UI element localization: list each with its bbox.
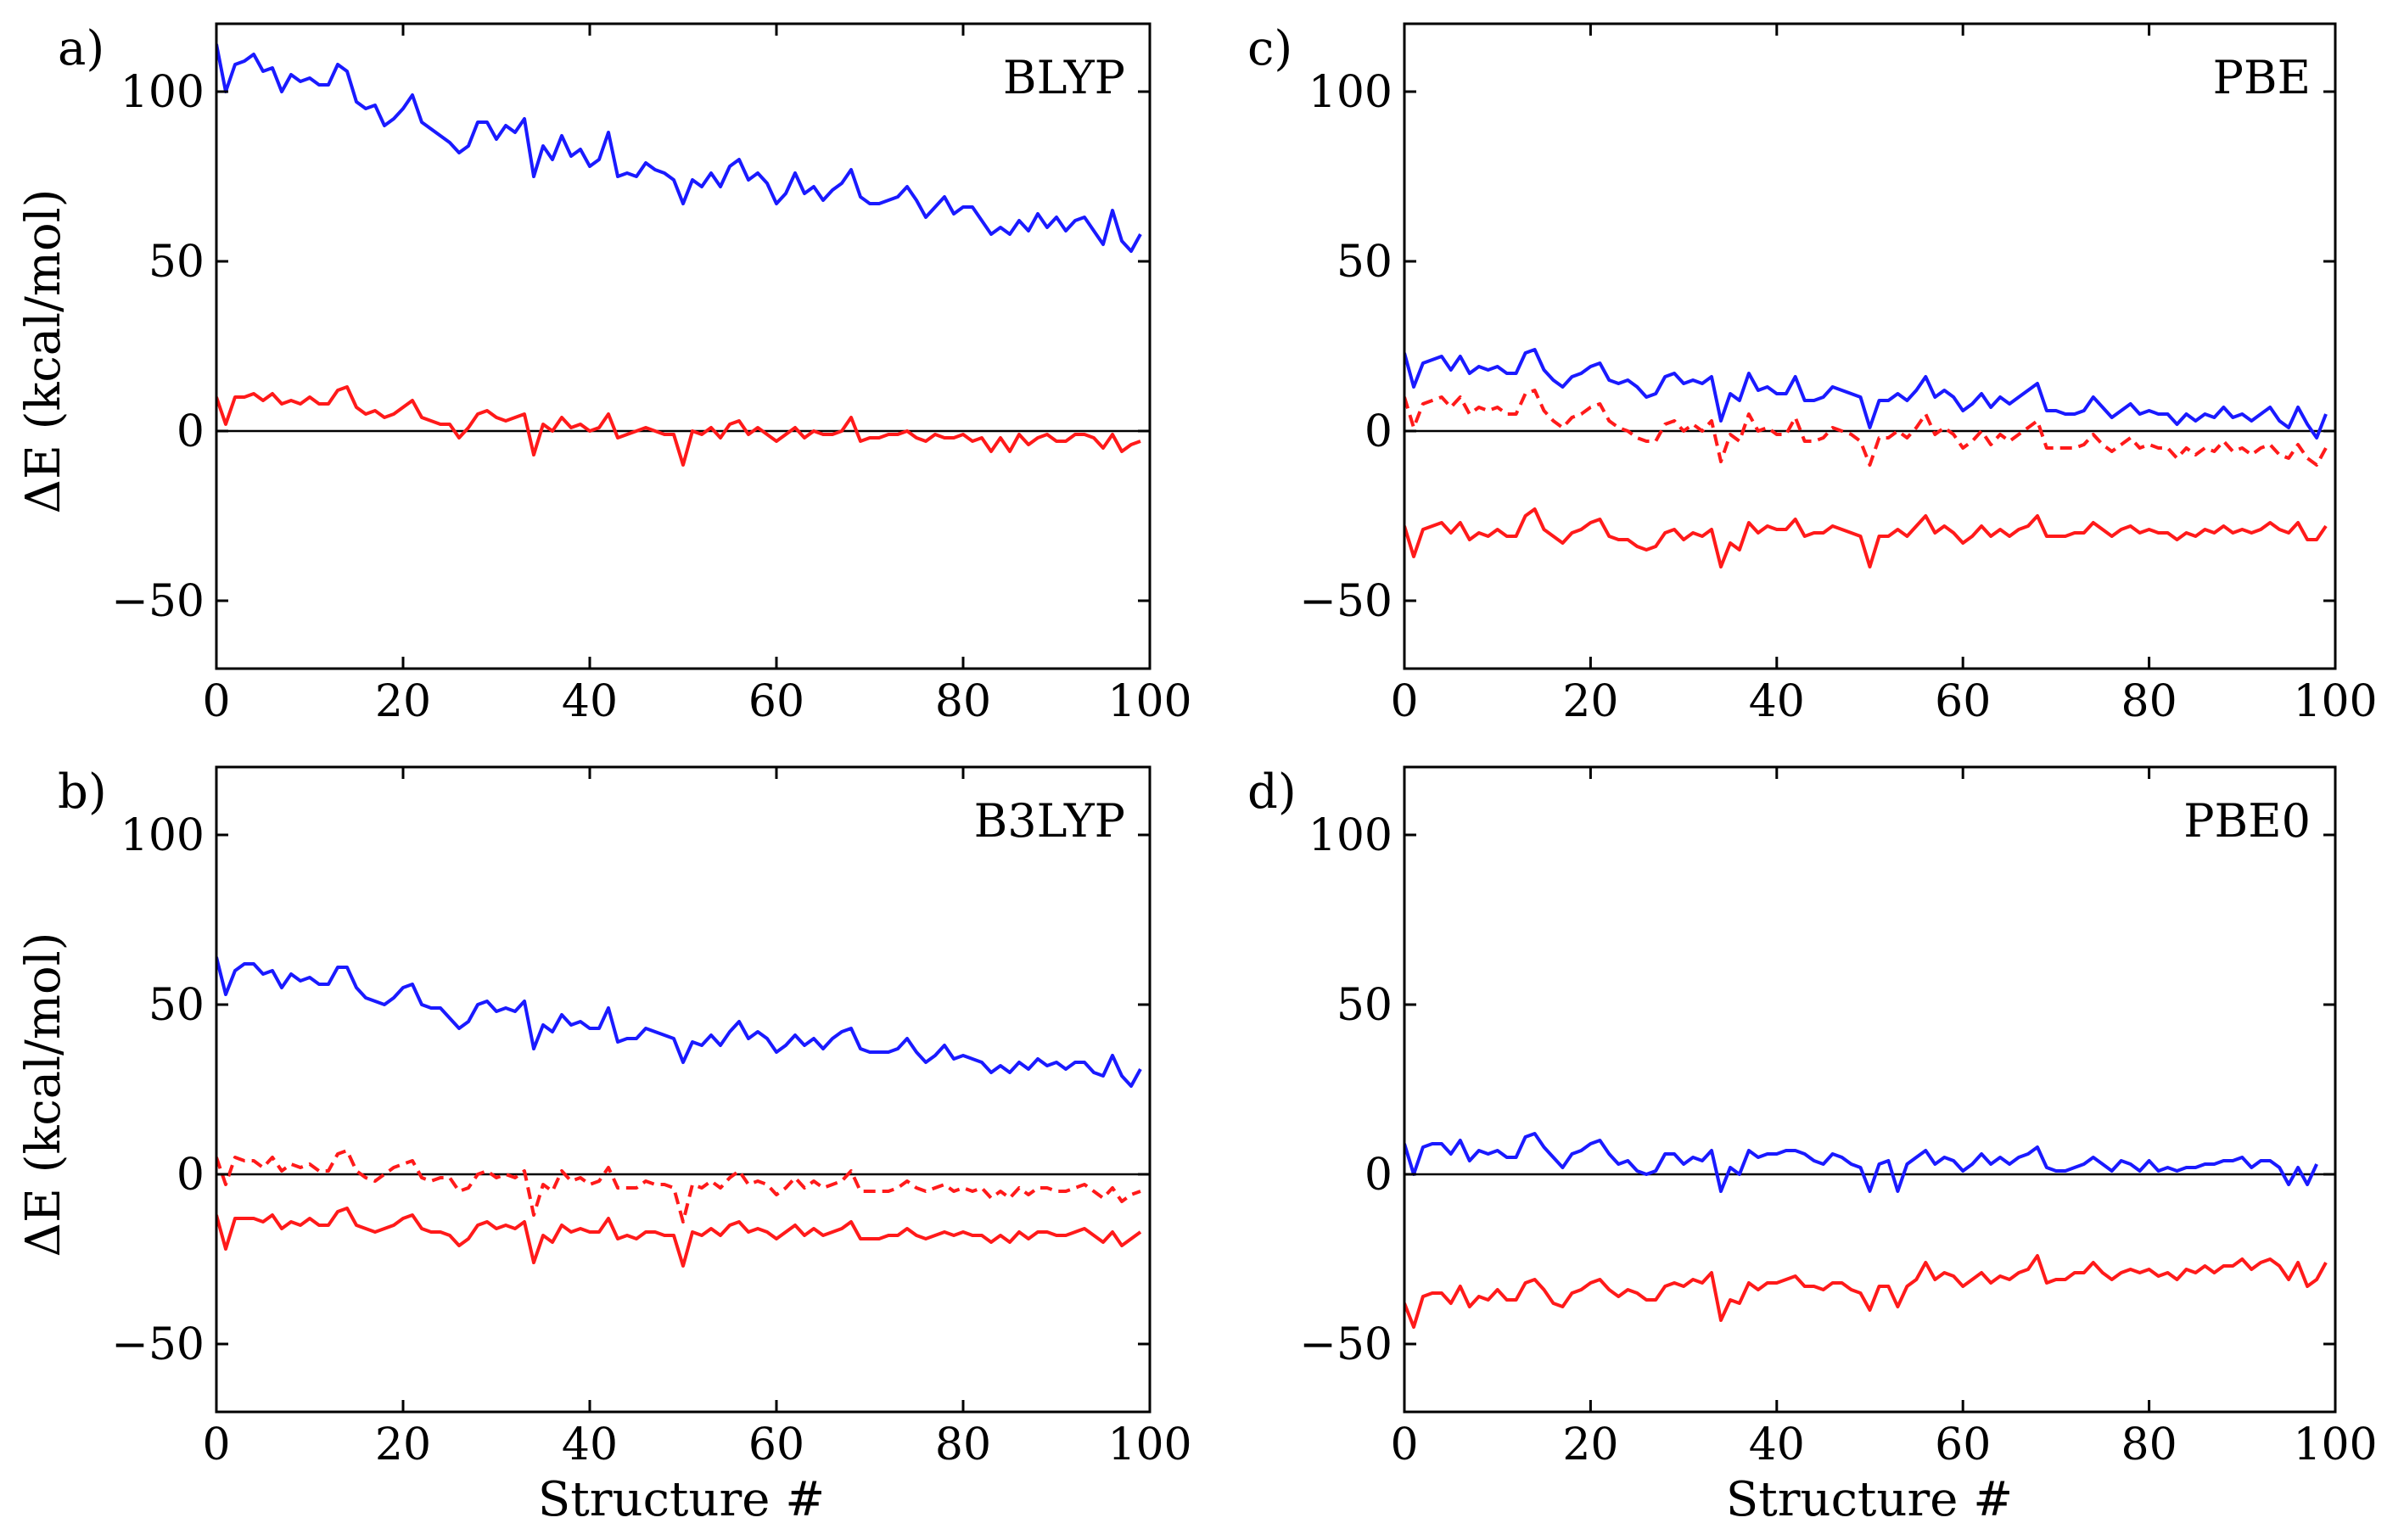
y-tick-label: 100	[120, 810, 205, 861]
plot-area: 0 20 40 60 80 100 −50 0 50 100	[1299, 22, 2378, 727]
axes-frame	[215, 22, 1152, 670]
y-tick-label: 0	[1365, 1150, 1393, 1201]
y-tick-label: 0	[177, 406, 205, 457]
x-tick-label: 100	[2293, 1420, 2377, 1470]
series-line-red-solid	[1404, 1254, 2328, 1329]
x-tick-label: 60	[748, 676, 804, 727]
series-line-blue-solid	[216, 956, 1142, 1088]
x-axis-title: Structure #	[538, 1472, 825, 1527]
y-axis-title: ΔE (kcal/mol)	[16, 932, 71, 1257]
x-tick-label: 0	[1390, 1420, 1418, 1470]
y-tick-label: −50	[111, 1319, 205, 1370]
panel-c-pbe: c) 0 20 40 60 80 100 −50 0 50 100 PBE	[1247, 21, 2378, 727]
x-tick-label: 0	[202, 676, 230, 727]
method-title: BLYP	[1003, 51, 1125, 104]
y-tick-label: 100	[120, 67, 205, 118]
y-tick-label: 50	[148, 980, 205, 1031]
panel-d-pbe0: d) 0 20 40 60 80 100 −50 0 50 100 PBE0 Structure …	[1247, 764, 2378, 1527]
y-tick-label: 0	[177, 1150, 205, 1201]
y-axis-title: ΔE (kcal/mol)	[16, 188, 71, 513]
x-tick-label: 20	[375, 1420, 431, 1470]
plot-area: 0 20 40 60 80 100 −50 0 50 100	[111, 22, 1192, 727]
series-line-red-solid	[216, 385, 1141, 467]
y-tick-label: 100	[1308, 810, 1393, 861]
x-tick-label: 20	[1562, 1420, 1618, 1470]
y-tick-label: 50	[1336, 237, 1393, 288]
x-tick-label: 80	[935, 1420, 991, 1470]
x-tick-label: 40	[1749, 1420, 1805, 1470]
x-tick-label: 60	[1935, 1420, 1991, 1470]
x-tick-label: 100	[1107, 1420, 1191, 1470]
x-tick-label: 20	[375, 676, 431, 727]
method-title: PBE	[2213, 51, 2311, 104]
panel-label: b)	[58, 764, 107, 820]
panel-label: c)	[1247, 21, 1292, 76]
method-title: PBE0	[2183, 794, 2311, 848]
x-tick-label: 100	[2293, 676, 2377, 727]
series-line-red-dashed	[216, 1149, 1141, 1224]
x-tick-label: 0	[1390, 676, 1418, 727]
plot-area: 0 20 40 60 80 100 −50 0 50 100	[1299, 765, 2378, 1470]
x-tick-label: 20	[1562, 676, 1618, 727]
x-tick-label: 80	[935, 676, 991, 727]
panel-label: a)	[58, 21, 104, 76]
series-line-blue-solid	[216, 43, 1142, 253]
series-line-red-solid	[216, 1207, 1142, 1268]
x-tick-label: 80	[2121, 1420, 2177, 1470]
y-axis-title-group: ΔE (kcal/mol)	[16, 932, 71, 1257]
y-tick-label: −50	[1299, 1319, 1393, 1370]
plot-area: 0 20 40 60 80 100 −50 0 50 100	[111, 765, 1192, 1470]
series-line-blue-solid	[1404, 1132, 2318, 1193]
x-tick-label: 100	[1107, 676, 1191, 727]
y-tick-label: 100	[1308, 67, 1393, 118]
panel-label: d)	[1247, 764, 1297, 820]
x-tick-label: 60	[748, 1420, 804, 1470]
series-line-red-solid	[1404, 507, 2328, 568]
x-tick-label: 40	[562, 676, 618, 727]
y-tick-label: 0	[1365, 406, 1393, 457]
x-axis-title: Structure #	[1726, 1472, 2013, 1527]
x-tick-label: 40	[1749, 676, 1805, 727]
x-tick-label: 60	[1935, 676, 1991, 727]
series-line-red-dashed	[1404, 389, 2328, 467]
axes-frame	[215, 765, 1152, 1414]
axes-frame	[1403, 765, 2337, 1414]
x-tick-label: 0	[202, 1420, 230, 1470]
y-tick-label: −50	[111, 576, 205, 627]
axes-frame	[1403, 22, 2337, 670]
panel-a-blyp: a) 0 20 40 60 80 100 −50 0 50 100 BLYP ΔE (kcal/m…	[16, 21, 1192, 727]
y-tick-label: −50	[1299, 576, 1393, 627]
x-tick-label: 40	[562, 1420, 618, 1470]
series-line-blue-solid	[1404, 348, 2328, 440]
y-tick-label: 50	[148, 237, 205, 288]
y-axis-title-group: ΔE (kcal/mol)	[16, 188, 71, 513]
y-tick-label: 50	[1336, 980, 1393, 1031]
x-tick-label: 80	[2121, 676, 2177, 727]
panel-b-b3lyp: b) 0 20 40 60 80 100 −50 0 50 100 B3LYP ΔE (kcal/…	[16, 764, 1192, 1527]
method-title: B3LYP	[974, 794, 1125, 848]
